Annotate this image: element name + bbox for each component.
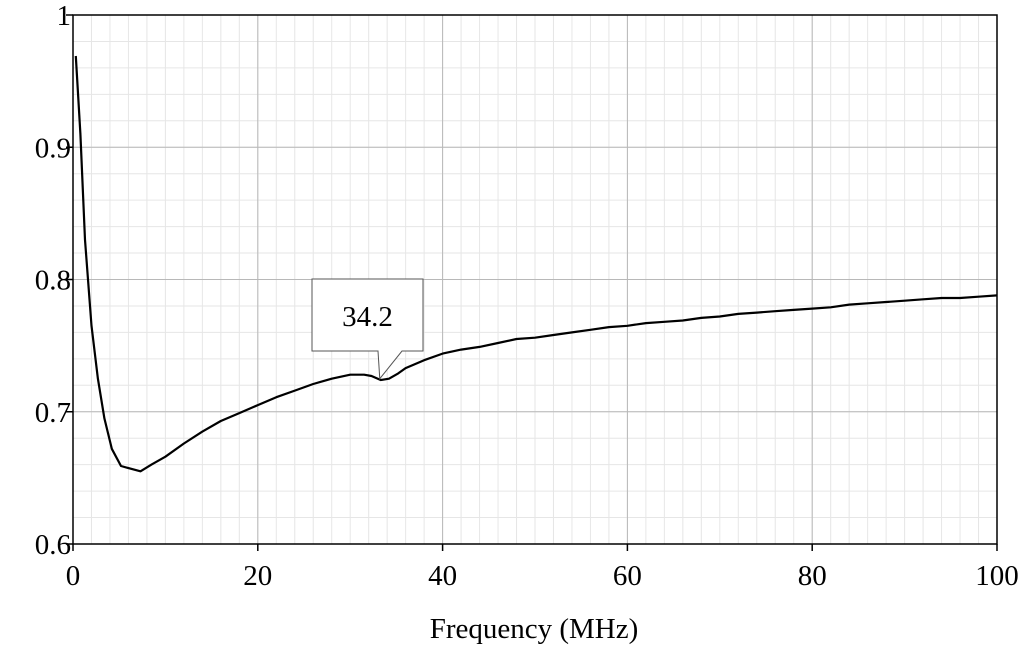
x-axis-title: Frequency (MHz) <box>430 613 639 645</box>
y-tick-label: 1 <box>57 0 72 32</box>
annotation-label: 34.2 <box>342 301 393 333</box>
x-tick-label: 0 <box>66 560 81 592</box>
x-tick-label: 100 <box>975 560 1019 592</box>
y-tick-label: 0.8 <box>35 265 71 297</box>
series-line <box>74 55 998 473</box>
y-tick-label: 0.7 <box>35 397 71 429</box>
annotation-layer: 34.2 <box>311 278 424 381</box>
x-axis-ticks: 0 20 40 60 80 100 <box>66 544 1019 592</box>
x-tick-label: 60 <box>613 560 642 592</box>
y-tick-label: 0.6 <box>35 529 71 561</box>
series-layer <box>74 55 998 473</box>
x-tick-label: 80 <box>798 560 827 592</box>
y-axis-ticks: 0.6 0.7 0.8 0.9 1 <box>35 0 73 561</box>
x-tick-label: 40 <box>428 560 457 592</box>
annotation-callout-box <box>311 278 424 381</box>
y-tick-label: 0.9 <box>35 132 71 164</box>
x-tick-label: 20 <box>243 560 272 592</box>
